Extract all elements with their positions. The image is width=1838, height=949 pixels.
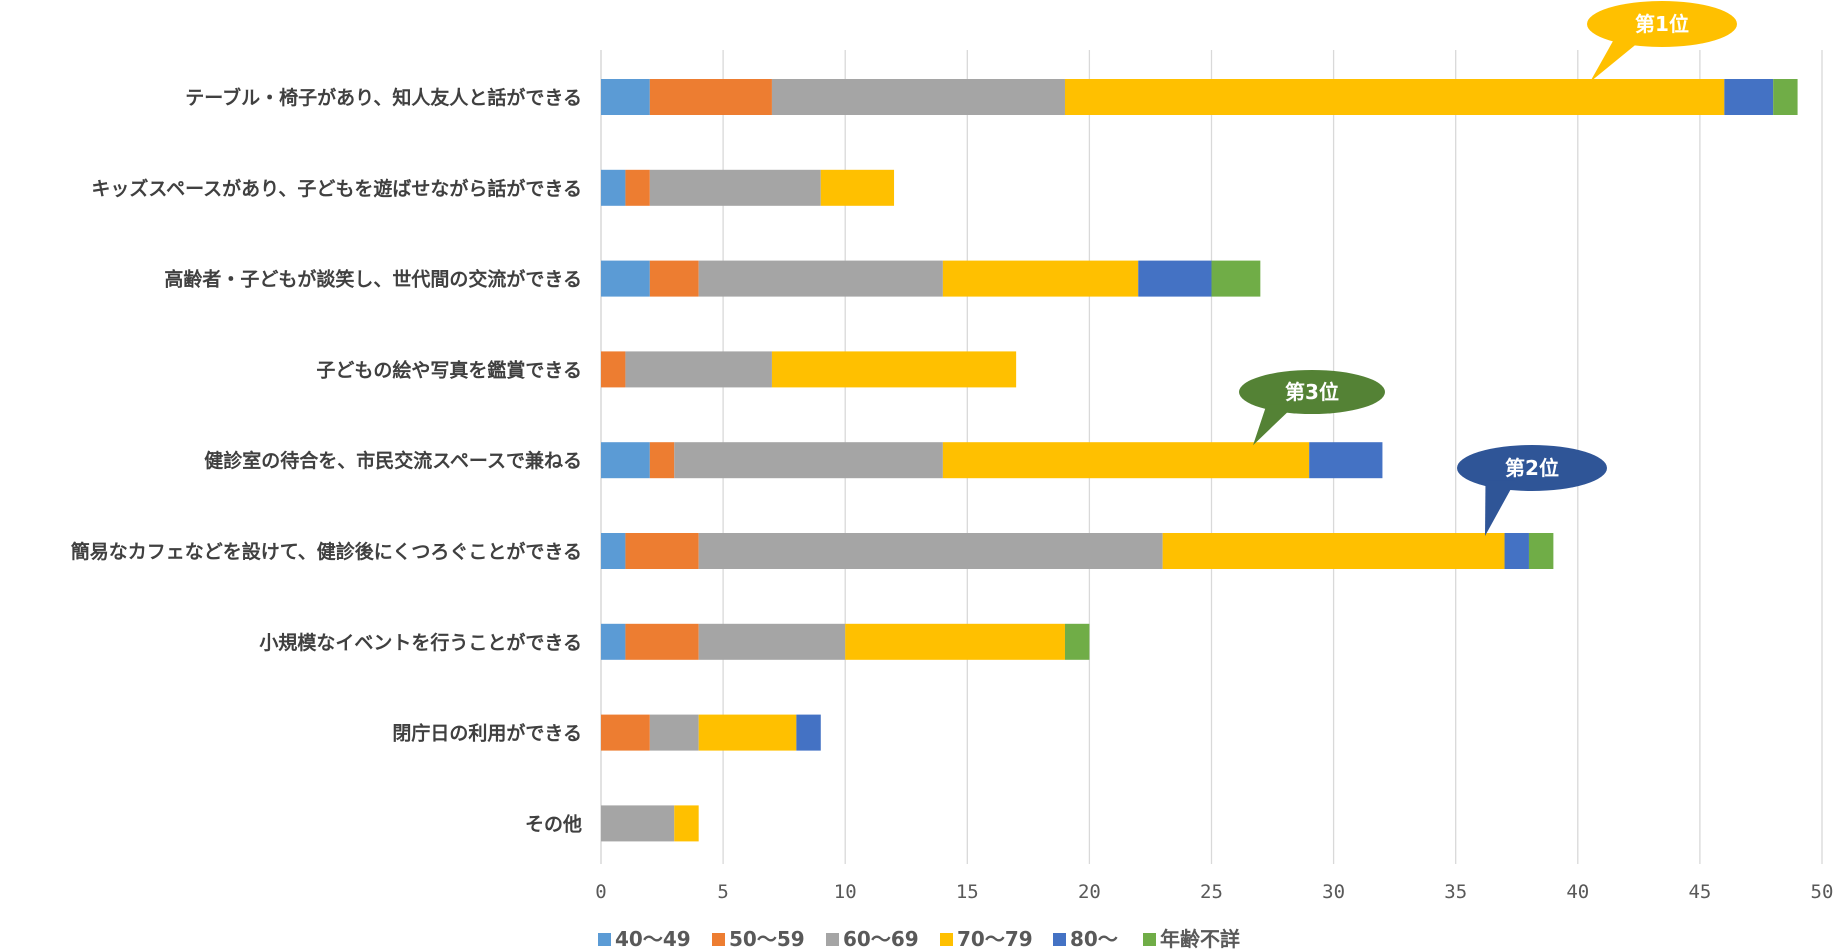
x-tick-label: 20: [1078, 881, 1101, 903]
callout-pointer: [1485, 480, 1516, 536]
bar-segment: [649, 442, 675, 479]
legend-label: 70〜79: [957, 927, 1033, 949]
legend-item: 50〜59: [712, 927, 805, 949]
bar-segment: [845, 623, 1065, 660]
category-label: 高齢者・子どもが談笑し、世代間の交流ができる: [164, 268, 582, 291]
legend-label: 年齢不詳: [1160, 927, 1240, 949]
legend-label: 60〜69: [843, 927, 919, 949]
x-tick-label: 25: [1200, 881, 1223, 903]
callout-pointer: [1253, 404, 1296, 446]
legend: 40〜49 50〜59 60〜69 70〜79 80〜 年齢不詳: [598, 927, 1240, 949]
x-tick-label: 0: [595, 881, 606, 903]
bar-segment: [649, 260, 699, 297]
callout-pointer: [1590, 36, 1646, 82]
x-tick-label: 35: [1444, 881, 1467, 903]
x-axis-tick-labels: 0 5 10 15 20 25 30 35 40 45 50: [595, 881, 1833, 903]
bar-segment: [1773, 79, 1798, 115]
rank-callout: 第1位: [1587, 1, 1737, 82]
bar-segment: [649, 714, 699, 751]
bar-segment: [698, 623, 846, 660]
x-tick-label: 45: [1688, 881, 1711, 903]
bar-segment: [1138, 260, 1212, 297]
bar-segment: [674, 805, 699, 842]
legend-swatch: [1143, 933, 1156, 946]
bar-segment: [601, 623, 626, 660]
category-label: その他: [525, 812, 582, 835]
legend-swatch: [1053, 933, 1066, 946]
x-tick-label: 5: [717, 881, 728, 903]
bar-segment: [625, 623, 699, 660]
callout-text: 第1位: [1635, 12, 1689, 36]
bars: [601, 79, 1798, 842]
category-labels: テーブル・椅子があり、知人友人と話ができるキッズスペースがあり、子どもを遊ばせな…: [71, 86, 582, 835]
bar-segment: [601, 714, 650, 751]
bar-segment: [1724, 79, 1774, 115]
legend-swatch: [598, 933, 611, 946]
bar-segment: [698, 260, 943, 297]
bar-segment: [771, 79, 1065, 115]
x-tick-label: 15: [956, 881, 979, 903]
bar-segment: [1528, 533, 1554, 569]
bar-segment: [649, 169, 821, 206]
legend-label: 50〜59: [729, 927, 805, 949]
legend-swatch: [712, 933, 725, 946]
rank-callout: 第3位: [1239, 370, 1385, 446]
legend-swatch: [826, 933, 839, 946]
callout-bubble: [1239, 370, 1385, 414]
bar-segment: [649, 79, 772, 115]
bar-segment: [942, 442, 1310, 479]
bar-segment: [1309, 442, 1383, 479]
category-label: キッズスペースがあり、子どもを遊ばせながら話ができる: [91, 177, 582, 200]
bar-segment: [1504, 533, 1529, 569]
callout-text: 第3位: [1285, 380, 1339, 404]
legend-item: 80〜: [1053, 927, 1118, 949]
category-label: 小規模なイベントを行うことができる: [259, 631, 582, 654]
category-label: テーブル・椅子があり、知人友人と話ができる: [185, 86, 582, 109]
x-tick-label: 30: [1322, 881, 1345, 903]
category-label: 簡易なカフェなどを設けて、健診後にくつろぐことができる: [71, 540, 582, 563]
bar-segment: [601, 169, 626, 206]
bar-segment: [1162, 533, 1505, 569]
bar-segment: [698, 533, 1163, 569]
category-label: 閉庁日の利用ができる: [392, 722, 582, 745]
callout-bubble: [1587, 1, 1737, 47]
x-tick-label: 40: [1566, 881, 1589, 903]
bar-segment: [625, 169, 650, 206]
legend-label: 80〜: [1070, 927, 1118, 949]
bar-segment: [625, 351, 772, 388]
bar-segment: [698, 714, 797, 751]
legend-swatch: [940, 933, 953, 946]
category-label: 健診室の待合を、市民交流スペースで兼ねる: [204, 449, 582, 472]
bar-segment: [771, 351, 1017, 388]
bar-segment: [601, 533, 626, 569]
legend-item: 70〜79: [940, 927, 1033, 949]
bar-segment: [601, 260, 650, 297]
bar-segment: [796, 714, 821, 751]
legend-label: 40〜49: [615, 927, 691, 949]
callout-bubble: [1457, 445, 1607, 491]
bar-segment: [1064, 623, 1090, 660]
x-tick-label: 50: [1811, 881, 1834, 903]
rank-callout: 第2位: [1457, 445, 1607, 536]
bar-segment: [601, 79, 650, 115]
bar-segment: [625, 533, 699, 569]
bar-segment: [820, 169, 895, 206]
bar-segment: [942, 260, 1139, 297]
legend-item: 年齢不詳: [1143, 927, 1240, 949]
bar-segment: [1211, 260, 1261, 297]
legend-item: 40〜49: [598, 927, 691, 949]
bar-segment: [601, 351, 626, 388]
bar-segment: [601, 805, 675, 842]
callout-text: 第2位: [1505, 456, 1559, 480]
bar-segment: [674, 442, 943, 479]
bar-segment: [601, 442, 650, 479]
legend-item: 60〜69: [826, 927, 919, 949]
category-label: 子どもの絵や写真を鑑賞できる: [316, 358, 582, 381]
bar-segment: [1064, 79, 1725, 115]
x-tick-label: 10: [834, 881, 857, 903]
